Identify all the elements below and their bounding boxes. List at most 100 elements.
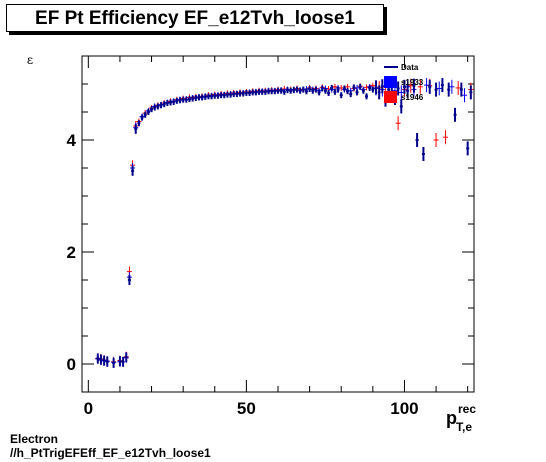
data-point: [415, 133, 419, 147]
data-point: [225, 91, 229, 98]
data-point: [395, 116, 401, 131]
data-point: [304, 88, 308, 95]
data-point: [402, 79, 406, 94]
data-point: [330, 84, 334, 91]
data-point: [134, 123, 138, 134]
data-point: [267, 88, 271, 95]
data-point: [320, 85, 324, 92]
x-axis-label: p: [446, 408, 457, 428]
data-point: [172, 98, 176, 105]
data-point: [311, 87, 315, 94]
data-point: [433, 133, 439, 147]
data-point: [466, 141, 470, 156]
data-point: [349, 91, 353, 98]
series-s1933: [95, 78, 468, 368]
data-point: [200, 94, 204, 101]
data-point: [191, 95, 195, 102]
data-point: [197, 94, 201, 101]
data-point: [216, 92, 220, 99]
data-point: [424, 78, 430, 93]
legend: Data s1933 s1946: [384, 63, 424, 103]
data-point: [156, 103, 160, 110]
data-point: [146, 109, 150, 115]
data-point: [118, 356, 122, 367]
legend-marker: [384, 76, 397, 88]
data-point: [447, 82, 451, 97]
data-point: [175, 97, 179, 104]
legend-label: s1946: [401, 93, 424, 102]
series-data: [96, 78, 473, 368]
legend-label: s1933: [401, 78, 424, 87]
y-tick-label: 0: [67, 355, 76, 374]
data-point: [368, 84, 372, 91]
data-point: [270, 88, 274, 95]
data-point: [434, 82, 438, 97]
data-point: [332, 83, 338, 90]
data-point: [377, 85, 381, 100]
data-point: [248, 89, 252, 96]
data-point: [459, 82, 463, 97]
data-point: [398, 85, 404, 100]
data-point: [181, 96, 185, 103]
chart-title: EF Pt Efficiency EF_e12Tvh_loose1: [35, 8, 355, 29]
data-point: [406, 83, 410, 98]
data-point: [443, 130, 449, 145]
footer-histogram-path: //h_PtTrigEFEff_EF_e12Tvh_loose1: [10, 446, 211, 460]
data-point: [150, 106, 154, 113]
data-point: [140, 114, 144, 121]
x-axis-label-subscript: T,e: [456, 420, 472, 434]
series-s1946: [95, 78, 474, 367]
data-point: [165, 100, 169, 107]
x-axis-label-superscript: rec: [458, 402, 476, 416]
data-point: [279, 87, 283, 94]
data-point: [436, 81, 442, 96]
legend-label: Data: [401, 63, 419, 72]
data-point: [285, 87, 289, 94]
data-point: [314, 86, 318, 93]
data-point: [412, 78, 416, 93]
data-point: [229, 91, 233, 98]
data-point: [244, 89, 248, 96]
data-point: [257, 88, 261, 95]
data-point: [112, 357, 116, 368]
data-point: [417, 79, 423, 94]
data-point: [222, 92, 226, 99]
data-point: [455, 80, 461, 95]
x-tick-label: 0: [84, 399, 93, 418]
title-box: EF Pt Efficiency EF_e12Tvh_loose1: [6, 4, 384, 32]
data-point: [399, 99, 403, 114]
data-point: [96, 353, 100, 364]
data-point: [440, 78, 444, 93]
data-point: [187, 96, 191, 103]
data-point: [102, 355, 106, 366]
data-point: [358, 83, 362, 90]
data-point: [374, 80, 378, 95]
data-point: [453, 107, 457, 122]
data-point: [421, 147, 425, 161]
data-point: [317, 89, 321, 96]
data-point: [295, 86, 299, 93]
data-point: [184, 96, 188, 103]
data-point: [355, 89, 359, 96]
x-tick-label: 50: [237, 399, 256, 418]
y-axis-label: ε: [27, 53, 33, 67]
data-point: [273, 88, 277, 95]
data-point: [336, 86, 340, 93]
data-point: [308, 86, 312, 93]
data-point: [232, 91, 236, 98]
data-point: [153, 104, 157, 111]
data-point: [346, 88, 350, 95]
x-tick-label: 100: [390, 399, 418, 418]
data-point: [251, 89, 255, 96]
data-point: [105, 356, 109, 367]
data-point: [121, 356, 125, 367]
data-point: [238, 90, 242, 97]
data-point: [298, 87, 302, 94]
data-point: [361, 87, 365, 94]
data-point: [327, 89, 331, 96]
y-tick-label: 4: [67, 131, 77, 150]
data-point: [365, 93, 369, 100]
data-point: [178, 97, 182, 104]
y-tick-label: 2: [67, 243, 76, 262]
data-point: [462, 88, 468, 103]
